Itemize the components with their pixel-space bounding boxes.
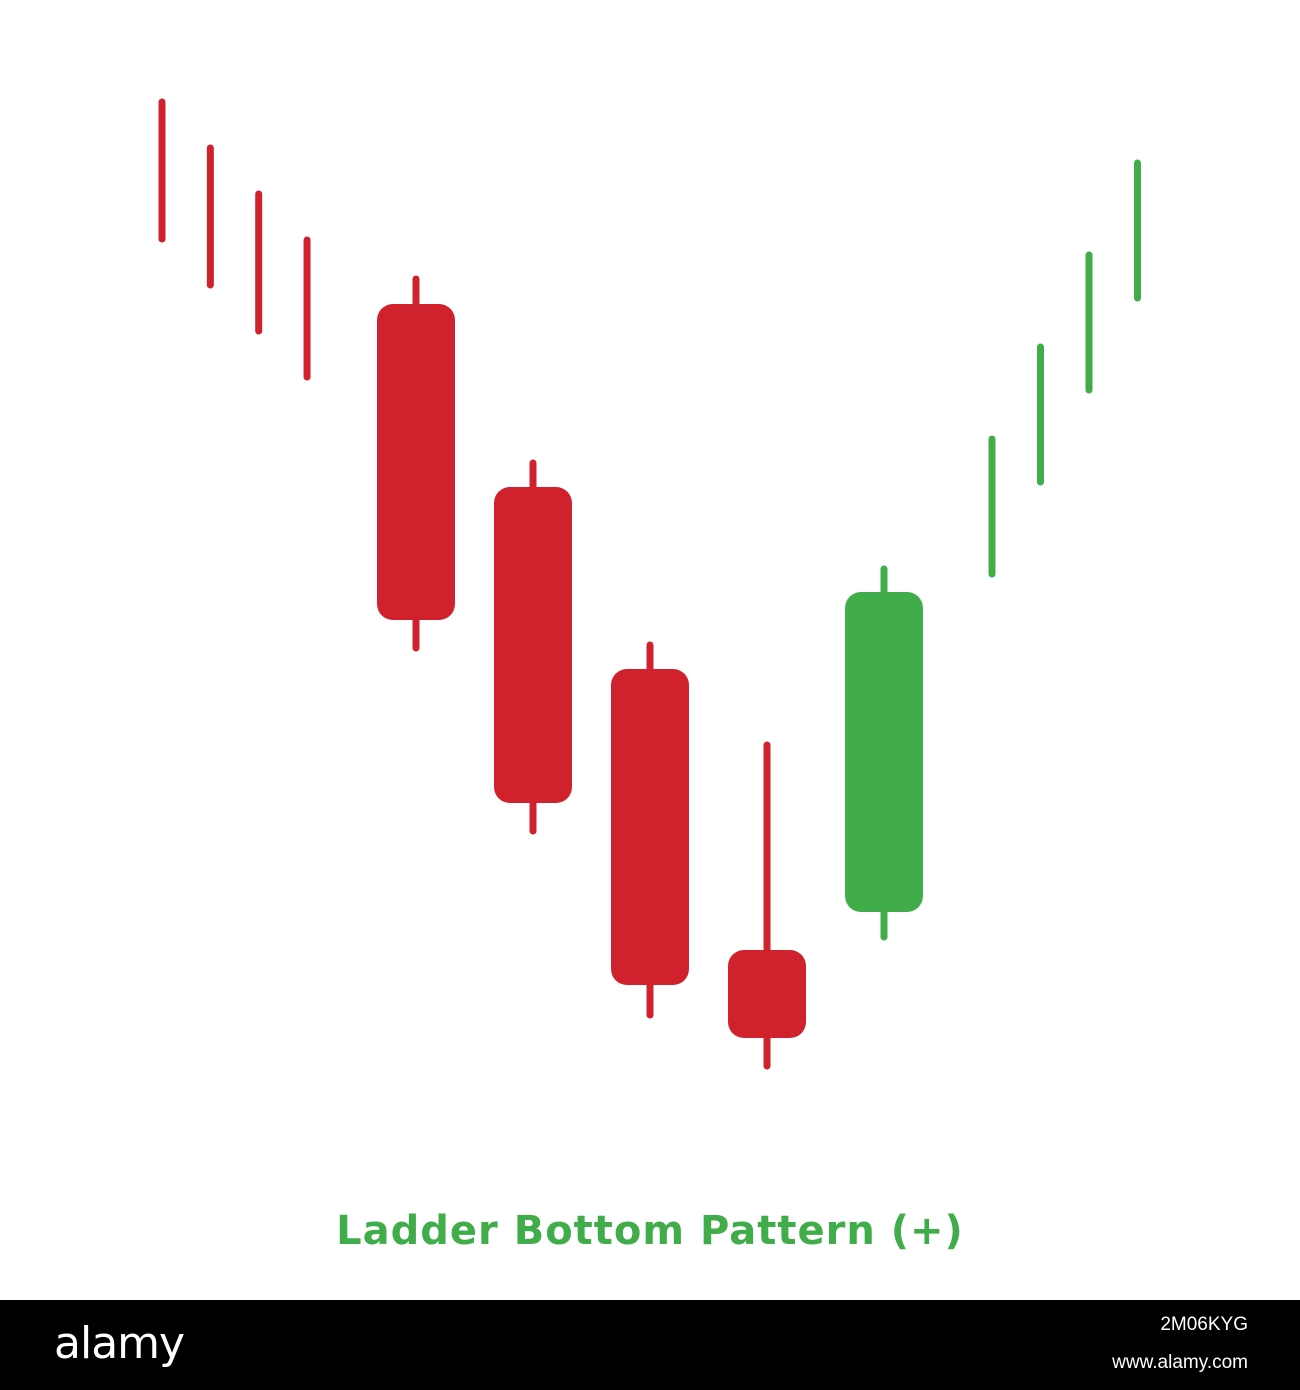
footer-bar: alamy 2M06KYG www.alamy.com (0, 1300, 1300, 1390)
candlestick-7 (728, 741, 806, 1070)
image-id: 2M06KYG (1160, 1314, 1248, 1335)
candle-body (845, 592, 923, 912)
candle-body (728, 950, 806, 1038)
alamy-logo[interactable]: alamy (54, 1318, 185, 1369)
chart-title: Ladder Bottom Pattern (+) (336, 1208, 964, 1254)
site-url[interactable]: www.alamy.com (1112, 1352, 1248, 1373)
candlestick-8 (845, 565, 923, 941)
candle-body (377, 304, 455, 620)
candlestick-chart (158, 98, 1141, 1070)
candle-body (611, 669, 689, 985)
candle-body (494, 487, 572, 803)
candlestick-5 (494, 459, 572, 835)
candlestick-6 (611, 641, 689, 1019)
candlestick-4 (377, 275, 455, 652)
